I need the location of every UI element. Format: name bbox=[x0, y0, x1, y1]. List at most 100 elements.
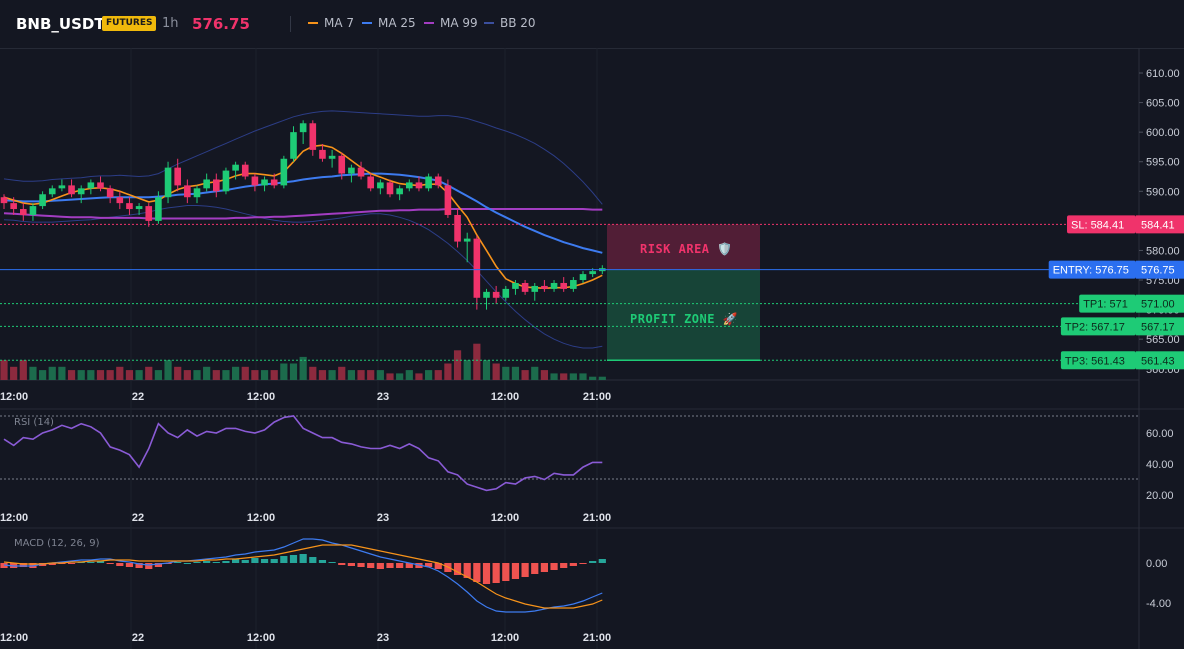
volume-bar bbox=[386, 373, 394, 380]
candle-body bbox=[68, 185, 75, 195]
macd-histogram-bar bbox=[318, 560, 327, 563]
candle-body bbox=[0, 197, 8, 204]
legend-label: MA 25 bbox=[378, 16, 416, 30]
volume-bar bbox=[193, 370, 201, 380]
macd-histogram-bar bbox=[289, 555, 298, 563]
volume-bar bbox=[473, 343, 481, 380]
volume-bar bbox=[347, 370, 355, 380]
candle-body bbox=[184, 185, 191, 198]
macd-histogram-bar bbox=[482, 563, 491, 584]
macd-histogram-bar bbox=[405, 563, 413, 568]
volume-bar bbox=[222, 370, 230, 380]
legend-swatch bbox=[362, 21, 372, 24]
volume-bar bbox=[241, 366, 249, 380]
macd-histogram-bar bbox=[241, 560, 249, 563]
futures-badge: FUTURES bbox=[102, 16, 157, 31]
candle-body bbox=[473, 238, 481, 298]
tp3-axis-text: 561.43 bbox=[1141, 355, 1175, 367]
macd-histogram-bar bbox=[299, 554, 307, 563]
time-label: 23 bbox=[377, 632, 389, 644]
candle-body bbox=[570, 280, 577, 289]
tp2-tag bbox=[1060, 317, 1136, 336]
profit-zone-label: PROFIT ZONE 🚀 bbox=[630, 312, 738, 326]
candle-body bbox=[126, 203, 133, 210]
entry-axis-tag bbox=[1136, 260, 1184, 279]
rsi-line bbox=[3, 415, 603, 492]
candle-body bbox=[106, 188, 114, 198]
candle-body bbox=[29, 206, 37, 215]
macd-histogram-bar bbox=[338, 563, 346, 565]
macd-histogram-bar bbox=[521, 563, 529, 577]
time-label: 23 bbox=[377, 391, 389, 403]
volume-bar bbox=[0, 360, 8, 380]
volume-bar bbox=[10, 366, 18, 380]
volume-bar bbox=[463, 360, 471, 380]
macd-histogram-bar bbox=[434, 563, 442, 569]
volume-bar bbox=[396, 373, 404, 380]
time-label: 12:00 bbox=[491, 391, 519, 403]
legend-swatch bbox=[424, 21, 434, 24]
legend-ma25[interactable]: MA 25 bbox=[362, 16, 416, 30]
volume-bar bbox=[260, 370, 269, 380]
candle-body bbox=[541, 285, 548, 289]
volume-bar bbox=[96, 370, 105, 380]
candle-body bbox=[579, 274, 587, 281]
macd-histogram-bar bbox=[502, 563, 510, 581]
macd-histogram-bar bbox=[193, 562, 201, 563]
candle-body bbox=[425, 176, 432, 189]
candle-body bbox=[560, 282, 567, 289]
candle-body bbox=[328, 155, 336, 159]
volume-bar bbox=[164, 360, 172, 380]
volume-bar bbox=[48, 366, 56, 380]
candle-body bbox=[512, 282, 519, 289]
macd-histogram-bar bbox=[347, 563, 355, 566]
volume-bar bbox=[270, 370, 278, 380]
time-label: 12:00 bbox=[491, 632, 519, 644]
legend-label: BB 20 bbox=[500, 16, 536, 30]
macd-histogram-bar bbox=[116, 563, 124, 566]
candle-body bbox=[309, 123, 317, 150]
candle-body bbox=[290, 132, 297, 159]
candle-body bbox=[203, 179, 210, 189]
rsi-tick: 60.00 bbox=[1146, 428, 1174, 440]
macd-histogram-bar bbox=[174, 562, 182, 563]
candle-body bbox=[232, 164, 239, 171]
candle-body bbox=[444, 185, 452, 215]
timeframe-label[interactable]: 1h bbox=[162, 16, 179, 31]
price-tick: 600.00 bbox=[1146, 127, 1180, 139]
legend-bb20[interactable]: BB 20 bbox=[484, 16, 536, 30]
candle-body bbox=[39, 194, 46, 207]
tp1-axis-tag bbox=[1136, 294, 1184, 313]
candle-body bbox=[357, 167, 365, 177]
volume-bar bbox=[328, 370, 336, 380]
candle-body bbox=[213, 179, 220, 192]
volume-bar bbox=[502, 366, 510, 380]
header-divider bbox=[290, 16, 291, 32]
tp3-axis-tag bbox=[1136, 351, 1184, 370]
macd-histogram-bar bbox=[67, 563, 76, 564]
macd-histogram-bar bbox=[569, 563, 577, 566]
ma25-line bbox=[3, 172, 603, 254]
symbol-name[interactable]: BNB_USDT bbox=[16, 15, 105, 33]
candle-body bbox=[348, 167, 355, 174]
volume-bar bbox=[598, 376, 606, 380]
macd-histogram-bar bbox=[222, 561, 230, 563]
volume-bar bbox=[289, 363, 298, 380]
chart-header: BNB_USDT FUTURES 1h 576.75 MA 7 MA 25 MA… bbox=[0, 0, 1184, 49]
bb-upper-line bbox=[3, 110, 603, 205]
macd-histogram-bar bbox=[328, 562, 336, 563]
legend-ma99[interactable]: MA 99 bbox=[424, 16, 478, 30]
macd-tick: -4.00 bbox=[1146, 598, 1171, 610]
tp2-tag-text: TP2: 567.17 bbox=[1065, 321, 1125, 333]
tp1-tag bbox=[1079, 294, 1136, 313]
time-label: 12:00 bbox=[0, 632, 28, 644]
candle-body bbox=[492, 291, 500, 298]
volume-bar bbox=[425, 370, 433, 380]
sl-tag bbox=[1067, 215, 1136, 234]
volume-bar bbox=[174, 366, 182, 380]
legend-ma7[interactable]: MA 7 bbox=[308, 16, 354, 30]
sl-axis-tag bbox=[1136, 215, 1184, 234]
time-label: 22 bbox=[132, 391, 144, 403]
volume-bar bbox=[116, 366, 124, 380]
